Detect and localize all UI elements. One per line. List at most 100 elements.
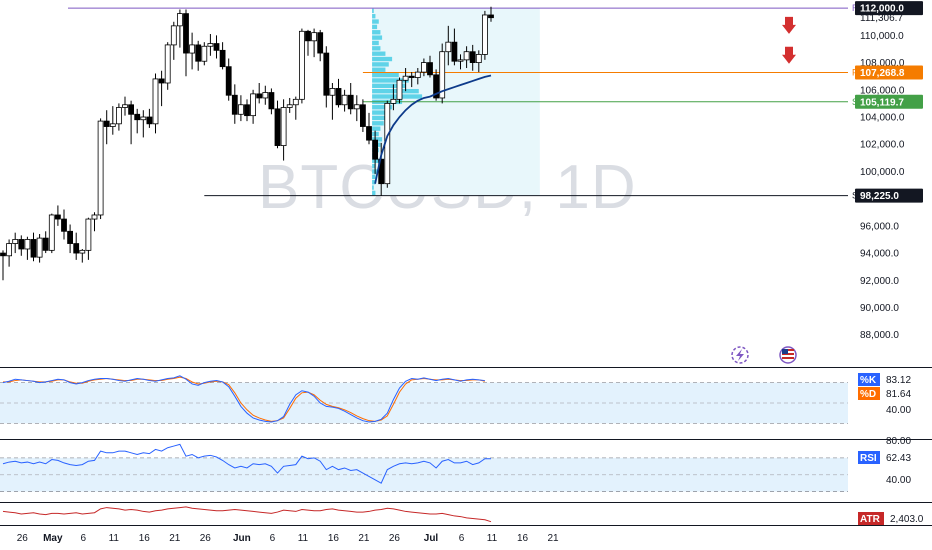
date-label: 21: [547, 533, 559, 544]
candle: [201, 42, 208, 66]
rsi-badge: RSI 62.43: [858, 451, 911, 464]
date-label: 6: [81, 533, 87, 544]
candle-body: [481, 14, 488, 55]
candle-body: [451, 41, 458, 62]
stoch-d-line: [3, 376, 486, 422]
volume-profile-row: [372, 115, 386, 121]
candle-body: [18, 239, 25, 250]
volume-profile-row: [372, 67, 386, 72]
candle: [6, 239, 12, 267]
time-axis[interactable]: 26 May 6 11 16 21 26 Jun 6 11 16 21 26 Jul 6 11 16 21: [17, 533, 559, 544]
candle: [85, 217, 92, 260]
candle: [323, 46, 330, 108]
candle: [341, 89, 348, 112]
volume-profile-row: [372, 88, 419, 94]
candle-body: [140, 116, 147, 121]
candle: [116, 103, 122, 131]
candle: [439, 43, 446, 104]
candle: [0, 250, 6, 281]
candle: [103, 110, 110, 145]
candle-body: [61, 218, 67, 232]
candle: [237, 95, 244, 122]
candle: [414, 68, 421, 85]
date-label: May: [43, 533, 63, 544]
price-tick-label: 88,000.0: [860, 330, 899, 341]
candle-body: [390, 98, 397, 104]
stoch-tick: 40.00: [886, 405, 911, 416]
candle-body: [36, 237, 43, 258]
candle: [152, 73, 159, 134]
candle-body: [103, 120, 110, 127]
candle: [219, 42, 226, 70]
candle-body: [286, 104, 293, 108]
candle: [61, 209, 67, 240]
candle-body: [195, 44, 202, 62]
candle-body: [176, 13, 183, 27]
candle-body: [420, 62, 427, 73]
rsi-tick-top: 80.00: [886, 436, 911, 447]
candle-body: [152, 78, 159, 125]
candle: [390, 84, 397, 111]
date-label: 11: [487, 533, 498, 544]
vwap-path: [374, 74, 492, 184]
candle: [366, 112, 372, 145]
candle: [146, 108, 153, 128]
candle: [353, 95, 360, 122]
candle-body: [122, 104, 128, 108]
candle-body: [207, 43, 214, 47]
candle: [488, 6, 494, 22]
date-label: Jun: [233, 533, 251, 544]
candle-body: [189, 44, 196, 54]
candle: [298, 28, 305, 104]
candle-body: [262, 92, 269, 99]
stoch-d-title: %D: [860, 389, 876, 400]
atr-title: ATR: [860, 514, 881, 525]
candle-body: [347, 94, 354, 110]
candle: [311, 28, 318, 58]
candle-body: [73, 243, 80, 254]
candles[interactable]: [0, 6, 494, 281]
candle-body: [353, 104, 360, 110]
candle: [109, 106, 116, 135]
stochastic-pane[interactable]: [0, 375, 848, 424]
volume-profile-row: [372, 185, 374, 190]
volume-profile-row: [372, 30, 381, 35]
candle-body: [402, 75, 409, 81]
date-label: Jul: [424, 533, 439, 544]
candle: [463, 46, 470, 69]
candle: [408, 72, 415, 88]
candle: [286, 97, 293, 113]
price-tick-label: 100,000.0: [860, 167, 905, 178]
atr-tag: [858, 512, 884, 525]
price-axis[interactable]: 88,000.0 90,000.0 92,000.0 94,000.0 96,000.0…: [855, 1, 924, 525]
candle: [262, 85, 269, 105]
price-tick-label: 94,000.0: [860, 249, 899, 260]
atr-pane[interactable]: [2, 506, 492, 523]
candle-body: [341, 94, 348, 106]
candle: [79, 248, 86, 263]
volume-profile-row: [372, 190, 376, 196]
stoch-k-value: 83.12: [886, 375, 911, 386]
candle: [305, 29, 311, 56]
candle-body: [469, 51, 476, 63]
candle: [329, 82, 336, 120]
volume-profile-row: [372, 163, 376, 169]
candle: [213, 35, 220, 59]
lightning-icon[interactable]: [731, 346, 749, 364]
candle: [274, 100, 281, 149]
candle-body: [359, 104, 366, 127]
candle-body: [146, 116, 153, 125]
price-badge: 105,119.7: [855, 94, 923, 109]
candle-body: [329, 88, 336, 96]
event-icons[interactable]: [731, 346, 797, 364]
price-badge-bg: [855, 94, 923, 109]
candle: [122, 96, 128, 116]
candle: [67, 224, 73, 254]
volume-profile-row: [372, 180, 376, 185]
candle-body: [256, 93, 263, 99]
price-tick-label: 92,000.0: [860, 276, 899, 287]
candle: [250, 89, 257, 124]
us-flag-icon[interactable]: [779, 346, 797, 364]
rsi-pane[interactable]: [0, 443, 848, 492]
volume-profile-row: [372, 72, 399, 78]
